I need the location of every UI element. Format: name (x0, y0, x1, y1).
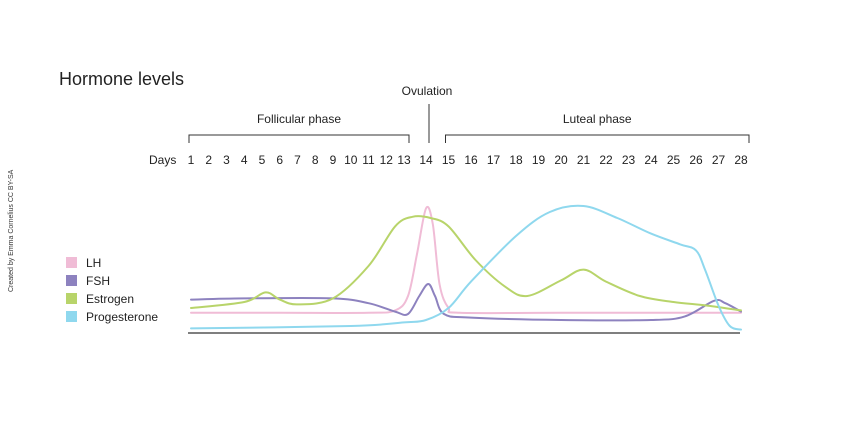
day-tick-label: 16 (464, 153, 478, 167)
day-tick-label: 22 (599, 153, 613, 167)
day-tick-label: 15 (442, 153, 456, 167)
lh-curve (190, 205, 742, 315)
day-tick-label: 19 (532, 153, 546, 167)
event-markers: Ovulation (402, 84, 453, 143)
legend-swatch-fsh (66, 275, 77, 286)
day-tick-label: 2 (205, 153, 212, 167)
legend-label-estrogen: Estrogen (86, 292, 134, 306)
day-tick-label: 5 (259, 153, 266, 167)
days-axis-label: Days (149, 153, 176, 167)
day-tick-label: 27 (712, 153, 726, 167)
day-tick-label: 7 (294, 153, 301, 167)
legend-swatch-estrogen (66, 293, 77, 304)
day-tick-label: 9 (330, 153, 337, 167)
day-tick-label: 14 (419, 153, 433, 167)
legend: LH FSH Estrogen Progesterone (66, 256, 158, 324)
estrogen-curve (190, 215, 742, 312)
chart-title: Hormone levels (59, 69, 184, 89)
fsh-curve (190, 283, 742, 322)
day-tick-label: 20 (554, 153, 568, 167)
phase-brackets: Follicular phase Luteal phase (188, 112, 750, 143)
ovulation-label: Ovulation (402, 84, 453, 98)
credit-text: Created by Emma Cornelius CC BY-SA (8, 169, 15, 292)
progesterone-curve (190, 204, 742, 331)
day-tick-label: 3 (223, 153, 230, 167)
day-tick-label: 6 (276, 153, 283, 167)
day-tick-label: 21 (577, 153, 591, 167)
day-tick-label: 13 (397, 153, 411, 167)
day-tick-label: 1 (188, 153, 195, 167)
day-tick-label: 10 (344, 153, 358, 167)
day-tick-label: 24 (644, 153, 658, 167)
day-tick-label: 8 (312, 153, 319, 167)
legend-swatch-progesterone (66, 311, 77, 322)
legend-label-lh: LH (86, 256, 101, 270)
day-tick-label: 26 (689, 153, 703, 167)
phase-label: Follicular phase (257, 112, 341, 126)
phase-label: Luteal phase (563, 112, 632, 126)
legend-label-fsh: FSH (86, 274, 110, 288)
day-tick-label: 11 (362, 153, 375, 167)
hormone-curves (190, 204, 742, 331)
day-tick-label: 18 (509, 153, 523, 167)
day-tick-label: 23 (622, 153, 636, 167)
day-tick-label: 17 (487, 153, 501, 167)
legend-label-progesterone: Progesterone (86, 310, 158, 324)
day-tick-label: 25 (667, 153, 681, 167)
legend-swatch-lh (66, 257, 77, 268)
phase-bracket (445, 134, 750, 143)
day-tick-labels: 1 2 3 4 5 6 7 8 9 10 11 12 13 14 15 16 17 18 19 20 21 22 23 24 2… (188, 153, 748, 167)
phase-bracket (188, 134, 410, 143)
day-tick-label: 12 (380, 153, 394, 167)
day-tick-label: 28 (734, 153, 748, 167)
day-tick-label: 4 (241, 153, 248, 167)
